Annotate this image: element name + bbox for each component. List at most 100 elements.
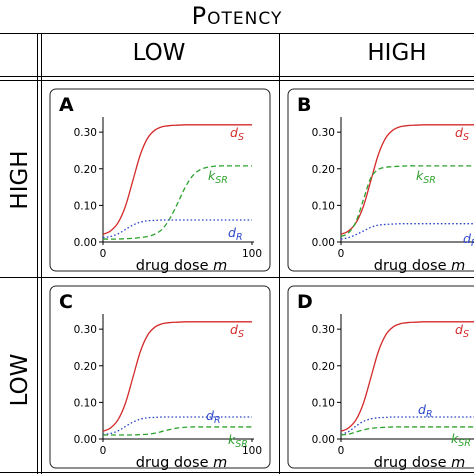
x-tick-label: 0 — [338, 248, 345, 260]
series-label-subscript: R — [214, 415, 221, 426]
series-label-main: d — [228, 225, 236, 240]
series-label-main: d — [455, 322, 463, 337]
series-label-dr: dR — [206, 408, 221, 426]
x-axis-label-variable: m — [451, 455, 465, 471]
series-line-ds — [103, 124, 252, 235]
panel-letter: B — [297, 94, 311, 116]
y-tick-label: 0.10 — [74, 397, 97, 409]
series-label-subscript: S — [463, 329, 469, 340]
x-axis-label-text: drug dose — [136, 258, 213, 274]
x-axis-label: drug dose m — [374, 258, 465, 274]
series-line-ksr — [103, 165, 252, 240]
series-label-ksr: kSR — [451, 431, 471, 449]
x-axis-label-variable: m — [213, 258, 227, 274]
grid-line — [41, 33, 42, 474]
x-tick-label: 100 — [242, 248, 262, 260]
y-tick-label: 0.10 — [312, 200, 335, 212]
series-label-dr: dR — [418, 402, 433, 420]
y-tick-label: 0.00 — [312, 434, 335, 446]
grid-line — [37, 33, 38, 474]
series-label-main: d — [206, 408, 214, 423]
panel-letter: C — [59, 291, 73, 313]
series-label-subscript: SR — [423, 175, 436, 186]
panel-frame — [287, 285, 474, 469]
panel-frame — [49, 88, 271, 272]
series-label-main: k — [228, 432, 236, 447]
y-tick-label: 0.00 — [74, 237, 97, 249]
grid-line — [0, 33, 474, 34]
series-label-main: d — [418, 402, 426, 417]
series-label-main: d — [230, 125, 238, 140]
series-label-subscript: S — [238, 132, 244, 143]
series-label-dr: dR — [228, 225, 243, 243]
y-tick-label: 0.00 — [74, 434, 97, 446]
series-label-main: d — [455, 125, 463, 140]
series-label-ksr: kSR — [416, 168, 436, 186]
y-tick-label: 0.30 — [74, 324, 97, 336]
y-tick-label: 0.10 — [312, 397, 335, 409]
series-label-subscript: SR — [215, 175, 228, 186]
x-axis-label-variable: m — [213, 455, 227, 471]
x-axis-label-text: drug dose — [136, 455, 213, 471]
y-tick-label: 0.30 — [74, 127, 97, 139]
x-axis-label: drug dose m — [136, 258, 227, 274]
series-label-subscript: SR — [235, 439, 248, 450]
y-tick-label: 0.20 — [312, 164, 335, 176]
series-label-subscript: R — [471, 238, 474, 249]
column-header-low: LOW — [132, 40, 186, 66]
column-header-high: HIGH — [367, 40, 427, 66]
y-tick-label: 0.30 — [312, 127, 335, 139]
grid-line — [279, 33, 280, 474]
panel-letter: D — [297, 291, 313, 313]
y-tick-label: 0.20 — [312, 361, 335, 373]
series-line-ds — [341, 321, 474, 432]
series-label-main: d — [463, 231, 471, 246]
series-label-ds: dS — [230, 125, 244, 143]
series-label-main: k — [208, 168, 216, 183]
series-label-main: k — [416, 168, 424, 183]
panel-frame — [287, 88, 474, 272]
grid-line — [0, 76, 474, 77]
grid-line — [0, 277, 474, 278]
x-axis-label: drug dose m — [136, 455, 227, 471]
series-line-ksr — [341, 426, 474, 436]
series-label-subscript: S — [463, 132, 469, 143]
series-label-subscript: SR — [458, 438, 471, 449]
y-tick-label: 0.20 — [74, 361, 97, 373]
x-tick-label: 0 — [100, 445, 107, 457]
panel-letter: A — [59, 94, 74, 116]
series-line-dr — [341, 223, 474, 240]
series-label-ksr: kSR — [228, 432, 248, 450]
panel-frame — [49, 285, 271, 469]
x-tick-label: 0 — [100, 248, 107, 260]
series-label-main: k — [451, 431, 459, 446]
y-tick-label: 0.10 — [74, 200, 97, 212]
series-label-subscript: S — [238, 329, 244, 340]
x-tick-label: 100 — [242, 445, 262, 457]
series-label-ds: dS — [230, 322, 244, 340]
series-line-ds — [103, 321, 252, 432]
grid-line — [0, 80, 474, 81]
x-axis-label-text: drug dose — [374, 455, 451, 471]
series-label-ksr: kSR — [208, 168, 228, 186]
series-label-subscript: R — [426, 409, 433, 420]
series-line-ds — [341, 124, 474, 235]
grid-line — [0, 472, 474, 473]
x-axis-label-text: drug dose — [374, 258, 451, 274]
series-line-ksr — [103, 426, 252, 436]
series-line-ksr — [341, 165, 474, 238]
series-label-subscript: R — [236, 232, 243, 243]
y-tick-label: 0.20 — [74, 164, 97, 176]
x-tick-label: 0 — [338, 445, 345, 457]
series-label-dr: dR — [463, 231, 474, 249]
series-label-ds: dS — [455, 322, 469, 340]
x-axis-label-variable: m — [451, 258, 465, 274]
x-axis-label: drug dose m — [374, 455, 465, 471]
series-label-main: d — [230, 322, 238, 337]
